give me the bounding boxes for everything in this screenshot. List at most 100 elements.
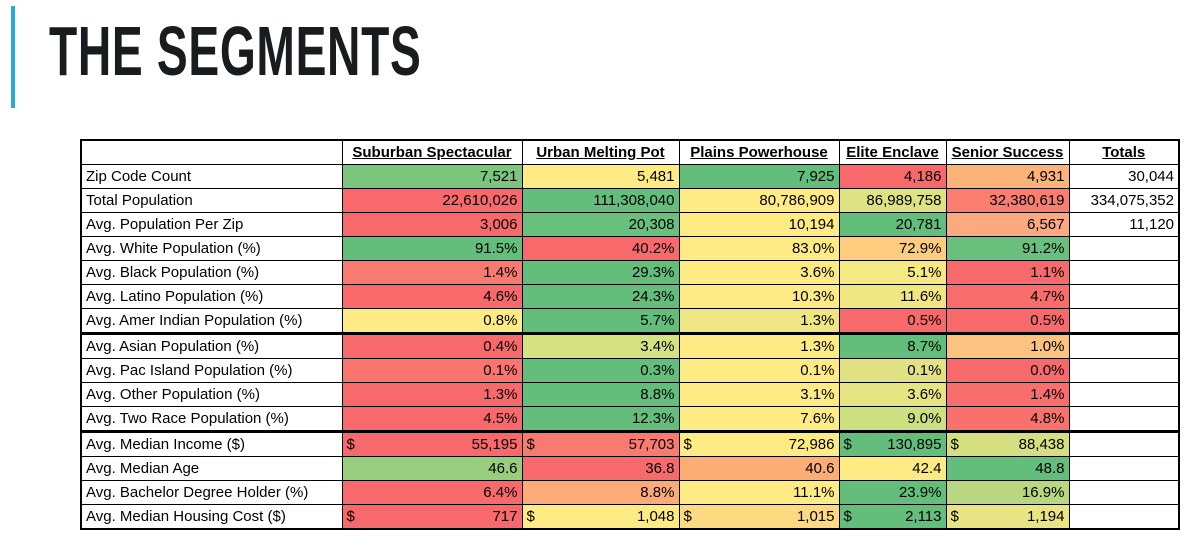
value-cell: 36.8 bbox=[521, 456, 680, 481]
column-header: Totals bbox=[1068, 139, 1180, 165]
value-cell: 10,194 bbox=[678, 212, 840, 237]
value-cell: 3,006 bbox=[341, 212, 523, 237]
value-cell: 7,521 bbox=[341, 164, 523, 189]
value-cell: 83.0% bbox=[678, 236, 840, 261]
value-cell: 11.1% bbox=[678, 480, 840, 505]
dollar-sign: $ bbox=[950, 436, 959, 453]
value-cell: 16.9% bbox=[945, 480, 1070, 505]
total-cell bbox=[1068, 431, 1180, 457]
value-cell: 91.2% bbox=[945, 236, 1070, 261]
column-header: Urban Melting Pot bbox=[521, 139, 680, 165]
value-cell: 32,380,619 bbox=[945, 188, 1070, 213]
cell-value: 1,015 bbox=[796, 508, 835, 525]
value-cell: 6,567 bbox=[945, 212, 1070, 237]
table-row: Avg. Median Age 46.6 36.8 40.6 42.4 48.8 bbox=[80, 456, 1180, 481]
row-label: Avg. Two Race Population (%) bbox=[80, 406, 343, 433]
total-cell bbox=[1068, 236, 1180, 261]
total-cell bbox=[1068, 480, 1180, 505]
value-cell: 0.5% bbox=[838, 308, 947, 335]
value-cell: 91.5% bbox=[341, 236, 523, 261]
column-header: Elite Enclave bbox=[838, 139, 947, 165]
table-row: Avg. Two Race Population (%) 4.5% 12.3% 7.6… bbox=[80, 406, 1180, 433]
value-cell: 20,308 bbox=[521, 212, 680, 237]
row-label: Avg. Median Income ($) bbox=[80, 431, 343, 457]
dollar-sign: $ bbox=[346, 436, 355, 453]
value-cell: 29.3% bbox=[521, 260, 680, 285]
value-cell: $130,895 bbox=[838, 431, 947, 457]
table-row: Zip Code Count 7,521 5,481 7,925 4,186 4,931 3… bbox=[80, 164, 1180, 189]
total-cell bbox=[1068, 333, 1180, 359]
total-cell bbox=[1068, 260, 1180, 285]
cell-value: 2,113 bbox=[905, 508, 942, 525]
total-cell: 11,120 bbox=[1068, 212, 1180, 237]
value-cell: 3.1% bbox=[678, 382, 840, 407]
table-row: Avg. Latino Population (%) 4.6% 24.3% 10.3%… bbox=[80, 284, 1180, 309]
value-cell: 22,610,026 bbox=[341, 188, 523, 213]
table-row: Avg. Median Housing Cost ($) $717 $1,048 $1… bbox=[80, 504, 1180, 530]
total-cell bbox=[1068, 284, 1180, 309]
table-row: Avg. White Population (%) 91.5% 40.2% 83.0%… bbox=[80, 236, 1180, 261]
value-cell: 8.8% bbox=[521, 382, 680, 407]
total-cell: 30,044 bbox=[1068, 164, 1180, 189]
cell-value: 55,195 bbox=[471, 436, 518, 453]
dollar-sign: $ bbox=[843, 508, 852, 525]
value-cell: 20,781 bbox=[838, 212, 947, 237]
value-cell: 5,481 bbox=[521, 164, 680, 189]
value-cell: 8.8% bbox=[521, 480, 680, 505]
table-row: Avg. Bachelor Degree Holder (%) 6.4% 8.8% 1… bbox=[80, 480, 1180, 505]
total-cell bbox=[1068, 406, 1180, 433]
value-cell: $2,113 bbox=[838, 504, 947, 530]
value-cell: 11.6% bbox=[838, 284, 947, 309]
value-cell: 72.9% bbox=[838, 236, 947, 261]
dollar-sign: $ bbox=[683, 508, 692, 525]
cell-value: 72,986 bbox=[788, 436, 835, 453]
value-cell: 0.4% bbox=[341, 333, 523, 359]
dollar-sign: $ bbox=[843, 436, 852, 453]
total-cell bbox=[1068, 308, 1180, 335]
cell-value: 57,703 bbox=[628, 436, 675, 453]
value-cell: $55,195 bbox=[341, 431, 523, 457]
value-cell: 0.5% bbox=[945, 308, 1070, 335]
value-cell: 7.6% bbox=[678, 406, 840, 433]
row-label: Avg. Black Population (%) bbox=[80, 260, 343, 285]
value-cell: 0.8% bbox=[341, 308, 523, 335]
value-cell: 0.1% bbox=[341, 358, 523, 383]
value-cell: 5.7% bbox=[521, 308, 680, 335]
value-cell: 48.8 bbox=[945, 456, 1070, 481]
value-cell: 12.3% bbox=[521, 406, 680, 433]
table-row: Avg. Pac Island Population (%) 0.1% 0.3% 0.… bbox=[80, 358, 1180, 383]
value-cell: 86,989,758 bbox=[838, 188, 947, 213]
value-cell: 9.0% bbox=[838, 406, 947, 433]
value-cell: 40.2% bbox=[521, 236, 680, 261]
value-cell: 4,931 bbox=[945, 164, 1070, 189]
column-header: Plains Powerhouse bbox=[678, 139, 840, 165]
value-cell: 1.3% bbox=[341, 382, 523, 407]
cell-value: 1,048 bbox=[636, 508, 675, 525]
value-cell: 7,925 bbox=[678, 164, 840, 189]
value-cell: $1,048 bbox=[521, 504, 680, 530]
value-cell: $72,986 bbox=[678, 431, 840, 457]
table-row: Avg. Asian Population (%) 0.4% 3.4% 1.3% 8.7… bbox=[80, 333, 1180, 359]
value-cell: $57,703 bbox=[521, 431, 680, 457]
value-cell: $717 bbox=[341, 504, 523, 530]
table-row: Total Population 22,610,026 111,308,040 80,… bbox=[80, 188, 1180, 213]
table-row: Avg. Other Population (%) 1.3% 8.8% 3.1% 3.6… bbox=[80, 382, 1180, 407]
value-cell: 4.6% bbox=[341, 284, 523, 309]
value-cell: 3.6% bbox=[678, 260, 840, 285]
row-label: Avg. Median Housing Cost ($) bbox=[80, 504, 343, 530]
value-cell: 1.3% bbox=[678, 333, 840, 359]
row-label: Avg. Asian Population (%) bbox=[80, 333, 343, 359]
row-label: Zip Code Count bbox=[80, 164, 343, 189]
value-cell: 1.1% bbox=[945, 260, 1070, 285]
value-cell: 1.4% bbox=[341, 260, 523, 285]
dollar-sign: $ bbox=[683, 436, 692, 453]
row-label: Avg. Bachelor Degree Holder (%) bbox=[80, 480, 343, 505]
cell-value: 88,438 bbox=[1018, 436, 1065, 453]
cell-value: 130,895 bbox=[887, 436, 942, 453]
table-row: Avg. Amer Indian Population (%) 0.8% 5.7% 1… bbox=[80, 308, 1180, 335]
value-cell: 6.4% bbox=[341, 480, 523, 505]
column-header: Suburban Spectacular bbox=[341, 139, 523, 165]
value-cell: 23.9% bbox=[838, 480, 947, 505]
cell-value: 717 bbox=[492, 508, 518, 525]
row-label: Avg. Latino Population (%) bbox=[80, 284, 343, 309]
